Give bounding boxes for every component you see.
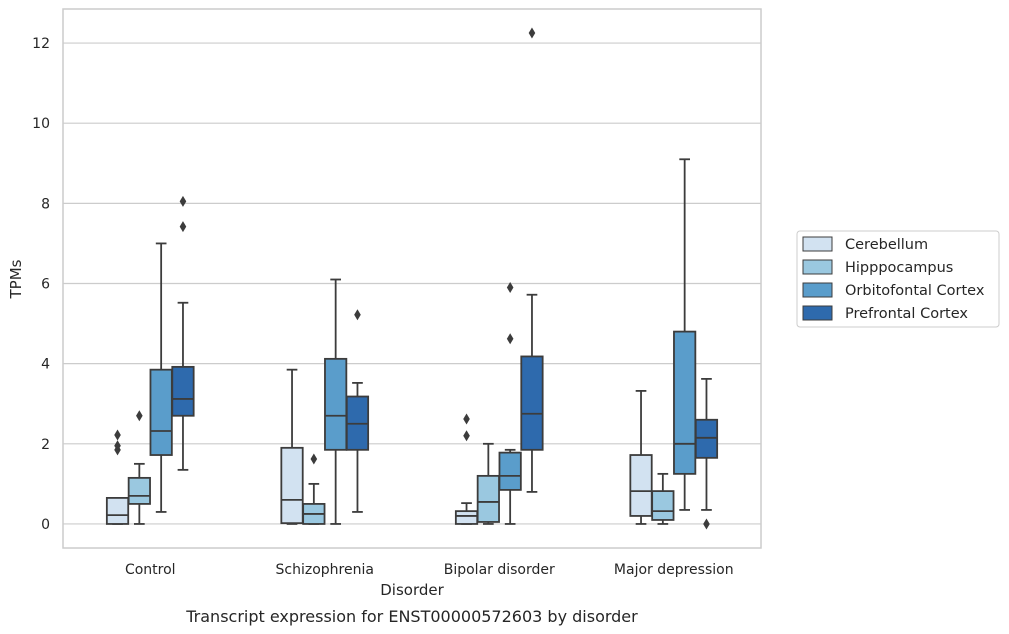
x-tick-label: Schizophrenia	[276, 562, 374, 578]
y-tick-labels: 0 2 4 6 8 10 12	[32, 36, 50, 533]
gridlines	[63, 42, 761, 525]
box-body	[149, 368, 173, 456]
x-tick-label: Bipolar disorder	[444, 562, 555, 578]
box-cerebellum	[454, 413, 479, 525]
y-axis-title: TPMs	[7, 259, 25, 299]
box-orbitofontal-cortex	[673, 158, 697, 511]
box-body	[520, 355, 544, 451]
box-groups	[105, 27, 719, 530]
y-tick-label: 8	[41, 196, 50, 212]
box-body	[651, 490, 675, 521]
box-orbitofontal-cortex	[498, 282, 522, 525]
box-body	[629, 454, 653, 517]
chart-caption: Transcript expression for ENST0000057260…	[185, 607, 638, 626]
legend-label: Prefrontal Cortex	[845, 306, 968, 322]
y-tick-label: 2	[41, 437, 50, 453]
legend-frame	[796, 230, 1000, 328]
box-prefrontal-cortex	[694, 377, 719, 530]
box-prefrontal-cortex	[345, 309, 370, 513]
outlier-point	[506, 282, 514, 294]
outlier-point	[136, 410, 143, 422]
box-prefrontal-cortex	[520, 27, 544, 493]
x-tick-label: Major depression	[614, 562, 734, 578]
box-hipppocampus	[302, 453, 326, 525]
legend-swatch	[802, 282, 833, 298]
outlier-point	[114, 429, 121, 441]
box-hipppocampus	[651, 472, 675, 525]
outlier-point	[179, 221, 187, 233]
outlier-point	[114, 440, 121, 452]
box-hipppocampus	[127, 410, 151, 525]
outlier-point	[506, 333, 514, 345]
legend-label: Cerebellum	[845, 237, 928, 253]
outlier-point	[463, 430, 470, 442]
outlier-point	[528, 27, 536, 39]
outlier-point	[179, 195, 187, 207]
x-tick-labels: Control Schizophrenia Bipolar disorder Majo…	[125, 562, 734, 578]
box-hipppocampus	[476, 442, 500, 525]
outlier-point	[354, 309, 361, 321]
box-body	[476, 474, 500, 523]
y-tick-label: 10	[32, 116, 50, 132]
legend-label: Hipppocampus	[845, 260, 953, 276]
outlier-point	[703, 518, 710, 530]
box-cerebellum	[280, 368, 304, 525]
box-body	[498, 451, 522, 491]
y-tick-label: 12	[32, 36, 50, 52]
outlier-point	[310, 453, 318, 465]
box-prefrontal-cortex	[171, 195, 195, 471]
box-body	[673, 330, 697, 475]
box-body	[171, 365, 195, 417]
legend-swatch	[802, 259, 833, 275]
plot-area	[62, 8, 762, 549]
x-tick-label: Control	[125, 562, 176, 578]
box-cerebellum	[105, 429, 130, 525]
y-tick-label: 0	[41, 517, 50, 533]
y-tick-label: 4	[41, 357, 50, 373]
box-body	[454, 510, 479, 525]
outlier-point	[463, 413, 470, 425]
box-cerebellum	[629, 390, 653, 525]
x-axis-title: Disorder	[380, 581, 444, 599]
legend-swatch	[802, 236, 833, 252]
y-tick-label: 6	[41, 277, 50, 293]
legend-swatch	[802, 305, 833, 321]
box-body	[280, 446, 304, 525]
box-body	[105, 497, 130, 525]
legend-label: Orbitofontal Cortex	[845, 283, 985, 299]
box-body	[324, 357, 348, 451]
legend: Cerebellum Hipppocampus Orbitofontal Corte…	[796, 230, 1000, 328]
box-body	[127, 476, 151, 505]
box-body	[694, 418, 719, 459]
